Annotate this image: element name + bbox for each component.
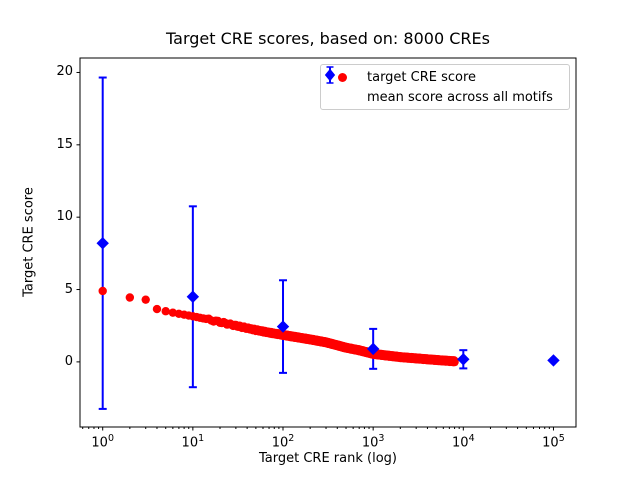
chart-title: Target CRE scores, based on: 8000 CREs	[166, 29, 490, 48]
y-tick-label: 0	[64, 353, 73, 369]
y-tick-label: 20	[56, 64, 73, 80]
legend-label: mean score across all motifs	[367, 89, 553, 105]
x-tick-label: 100	[91, 433, 114, 451]
x-axis-label: Target CRE rank (log)	[259, 451, 397, 466]
legend-entry-mean-score: mean score across all motifs	[324, 66, 563, 107]
red-circle-marker-icon	[337, 72, 347, 82]
x-tick-label: 103	[361, 433, 385, 451]
y-tick-label: 15	[56, 136, 73, 152]
series-mean-score	[96, 237, 560, 367]
axis-ticks	[76, 71, 554, 431]
x-tick-label: 104	[452, 433, 475, 451]
x-tick-label: 105	[542, 433, 565, 451]
legend-entry-target-cre-score: target CRE score	[327, 67, 563, 87]
axes-spines	[79, 57, 577, 428]
x-tick-label: 102	[271, 433, 295, 451]
legend-marker	[327, 72, 357, 82]
series-target-cre-score	[98, 286, 459, 367]
x-tick-label: 101	[181, 433, 205, 451]
y-tick-label: 5	[64, 281, 73, 297]
legend: target CRE score mean score across all m…	[320, 64, 570, 110]
blue-diamond-errorbar-marker-icon	[324, 66, 336, 84]
legend-label: target CRE score	[367, 69, 477, 85]
y-tick-label: 10	[56, 209, 73, 225]
